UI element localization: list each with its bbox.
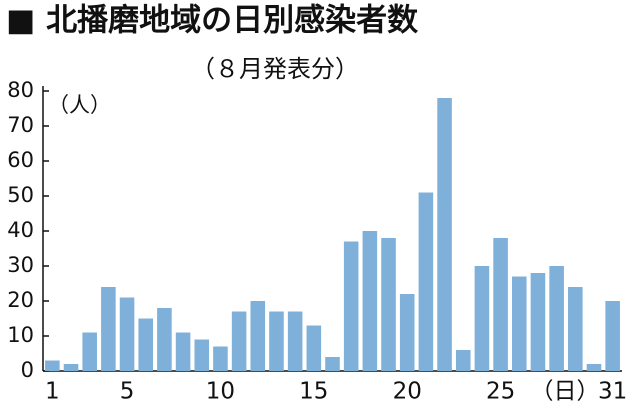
bar xyxy=(437,98,452,371)
x-axis-label: （日） xyxy=(531,379,600,405)
y-tick-label: 30 xyxy=(7,253,34,277)
x-tick-label: 25 xyxy=(486,379,515,405)
bar xyxy=(269,311,284,371)
x-tick-label: 5 xyxy=(120,379,135,405)
y-tick-label: 0 xyxy=(21,358,34,382)
bar xyxy=(213,346,228,371)
chart-subtitle: （８月発表分） xyxy=(191,55,359,83)
chart-title: ■ 北播磨地域の日別感染者数 xyxy=(6,3,418,39)
x-tick-label: 31 xyxy=(598,379,627,405)
bar xyxy=(194,339,210,371)
x-tick-label: 15 xyxy=(299,379,328,405)
bar xyxy=(325,357,340,371)
bar xyxy=(231,311,247,371)
bar xyxy=(362,231,378,371)
y-tick-label: 70 xyxy=(7,113,34,137)
bar xyxy=(175,332,191,371)
bar xyxy=(250,301,266,371)
y-tick-label: 10 xyxy=(7,323,34,347)
bar xyxy=(101,287,116,371)
bar xyxy=(549,266,564,371)
bar xyxy=(399,294,415,371)
bar xyxy=(455,350,471,371)
bar xyxy=(493,238,508,371)
bar xyxy=(343,241,359,371)
bar xyxy=(568,287,583,371)
bar xyxy=(138,318,154,371)
bar xyxy=(287,311,303,371)
bar xyxy=(63,364,79,371)
bar xyxy=(605,301,620,371)
bar xyxy=(45,360,60,371)
bar xyxy=(474,266,490,371)
bar xyxy=(157,308,172,371)
y-tick-label: 50 xyxy=(7,183,34,207)
bar xyxy=(530,273,546,371)
x-tick-label: 20 xyxy=(393,379,422,405)
bar xyxy=(119,297,135,371)
bar xyxy=(418,192,434,371)
y-tick-label: 80 xyxy=(7,78,34,102)
x-tick-label: 1 xyxy=(45,379,60,405)
bar xyxy=(586,364,602,371)
bar xyxy=(82,332,97,371)
bar xyxy=(306,325,322,371)
y-tick-label: 40 xyxy=(7,218,34,242)
y-axis-label: （人） xyxy=(48,93,111,117)
y-tick-label: 20 xyxy=(7,288,34,312)
x-tick-label: 10 xyxy=(206,379,235,405)
y-tick-label: 60 xyxy=(7,148,34,172)
bar xyxy=(511,276,527,371)
bar xyxy=(381,238,396,371)
